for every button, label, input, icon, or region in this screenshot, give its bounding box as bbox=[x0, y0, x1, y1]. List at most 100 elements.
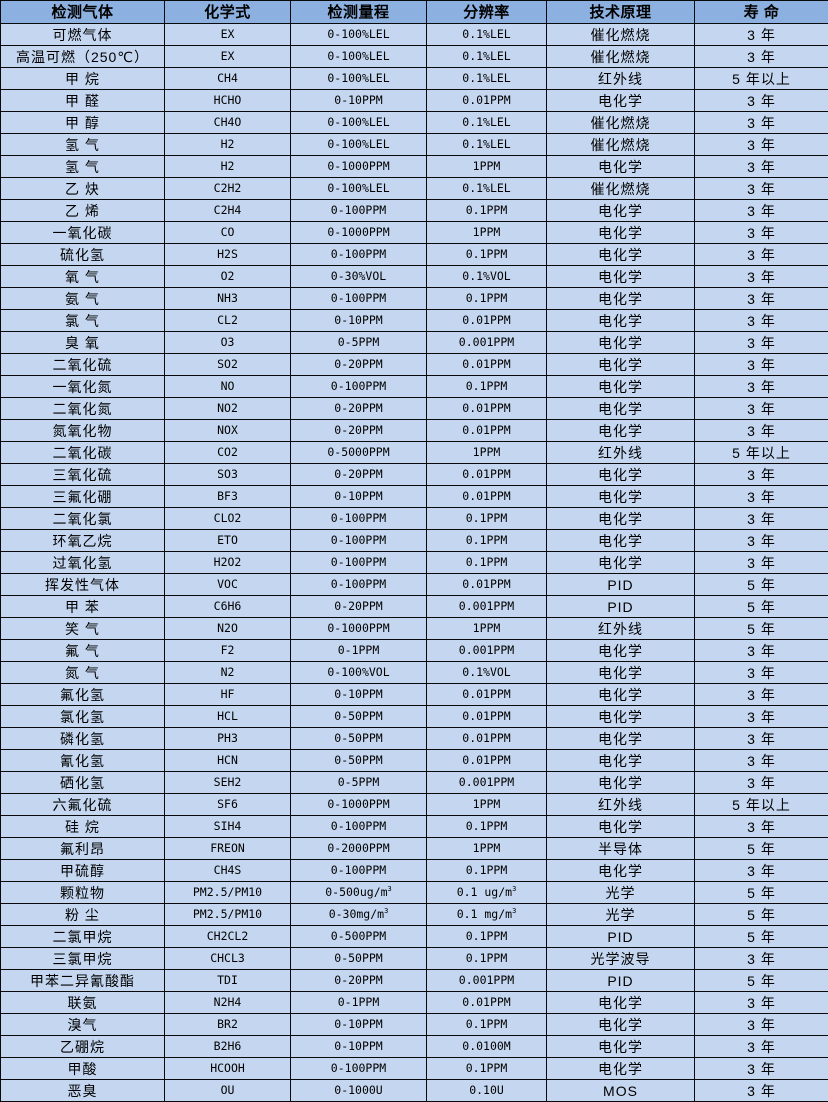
cell-life: 3 年 bbox=[695, 1058, 828, 1080]
cell-life: 3 年 bbox=[695, 464, 828, 486]
cell-principle: 电化学 bbox=[547, 640, 695, 662]
cell-range: 0-10PPM bbox=[291, 486, 427, 508]
cell-resolution: 0.1%LEL bbox=[427, 68, 547, 90]
cell-life: 3 年 bbox=[695, 90, 828, 112]
cell-principle: 电化学 bbox=[547, 332, 695, 354]
cell-formula: SO2 bbox=[165, 354, 291, 376]
cell-life: 5 年 bbox=[695, 926, 828, 948]
cell-formula: HCOOH bbox=[165, 1058, 291, 1080]
cell-principle: 电化学 bbox=[547, 706, 695, 728]
cell-formula: HCL bbox=[165, 706, 291, 728]
cell-gas: 挥发性气体 bbox=[1, 574, 165, 596]
cell-range: 0-100PPM bbox=[291, 860, 427, 882]
cell-formula: EX bbox=[165, 24, 291, 46]
cell-resolution: 0.01PPM bbox=[427, 398, 547, 420]
cell-range: 0-2000PPM bbox=[291, 838, 427, 860]
cell-gas: 二氧化硫 bbox=[1, 354, 165, 376]
cell-resolution: 0.1 mg/m3 bbox=[427, 904, 547, 926]
cell-range: 0-10PPM bbox=[291, 310, 427, 332]
cell-resolution: 0.001PPM bbox=[427, 640, 547, 662]
cell-life: 5 年 bbox=[695, 882, 828, 904]
cell-resolution: 0.10U bbox=[427, 1080, 547, 1102]
cell-formula: F2 bbox=[165, 640, 291, 662]
cell-life: 3 年 bbox=[695, 992, 828, 1014]
cell-resolution: 0.001PPM bbox=[427, 772, 547, 794]
cell-principle: 催化燃烧 bbox=[547, 178, 695, 200]
cell-formula: O3 bbox=[165, 332, 291, 354]
cell-range: 0-50PPM bbox=[291, 750, 427, 772]
cell-resolution: 0.01PPM bbox=[427, 90, 547, 112]
cell-life: 3 年 bbox=[695, 508, 828, 530]
cell-range: 0-1000U bbox=[291, 1080, 427, 1102]
cell-resolution: 0.001PPM bbox=[427, 596, 547, 618]
cell-range: 0-100PPM bbox=[291, 244, 427, 266]
cell-life: 3 年 bbox=[695, 244, 828, 266]
cell-gas: 二氧化氯 bbox=[1, 508, 165, 530]
cell-range: 0-10PPM bbox=[291, 1014, 427, 1036]
cell-principle: 电化学 bbox=[547, 464, 695, 486]
cell-formula: NO2 bbox=[165, 398, 291, 420]
cell-resolution: 0.1PPM bbox=[427, 508, 547, 530]
cell-life: 3 年 bbox=[695, 1080, 828, 1102]
cell-resolution: 1PPM bbox=[427, 222, 547, 244]
cell-resolution: 0.1PPM bbox=[427, 376, 547, 398]
cell-resolution: 0.01PPM bbox=[427, 574, 547, 596]
cell-formula: C2H2 bbox=[165, 178, 291, 200]
cell-resolution: 0.1PPM bbox=[427, 288, 547, 310]
cell-gas: 氧 气 bbox=[1, 266, 165, 288]
cell-gas: 氮 气 bbox=[1, 662, 165, 684]
cell-principle: 电化学 bbox=[547, 684, 695, 706]
cell-range: 0-100PPM bbox=[291, 288, 427, 310]
cell-formula: HCHO bbox=[165, 90, 291, 112]
cell-range: 0-20PPM bbox=[291, 596, 427, 618]
cell-formula: PM2.5/PM10 bbox=[165, 882, 291, 904]
cell-principle: 催化燃烧 bbox=[547, 24, 695, 46]
cell-life: 3 年 bbox=[695, 112, 828, 134]
cell-life: 3 年 bbox=[695, 640, 828, 662]
cell-formula: SF6 bbox=[165, 794, 291, 816]
cell-principle: 电化学 bbox=[547, 486, 695, 508]
cell-gas: 甲 苯 bbox=[1, 596, 165, 618]
cell-range: 0-100%LEL bbox=[291, 178, 427, 200]
cell-life: 3 年 bbox=[695, 530, 828, 552]
cell-resolution: 0.1%LEL bbox=[427, 178, 547, 200]
cell-life: 3 年 bbox=[695, 288, 828, 310]
cell-formula: PM2.5/PM10 bbox=[165, 904, 291, 926]
cell-resolution: 0.01PPM bbox=[427, 684, 547, 706]
cell-principle: MOS bbox=[547, 1080, 695, 1102]
cell-gas: 笑 气 bbox=[1, 618, 165, 640]
cell-formula: H2 bbox=[165, 156, 291, 178]
cell-principle: 光学 bbox=[547, 904, 695, 926]
cell-life: 3 年 bbox=[695, 332, 828, 354]
cell-range: 0-5PPM bbox=[291, 332, 427, 354]
cell-range: 0-100%LEL bbox=[291, 68, 427, 90]
cell-gas: 可燃气体 bbox=[1, 24, 165, 46]
cell-range: 0-10PPM bbox=[291, 90, 427, 112]
cell-life: 5 年以上 bbox=[695, 68, 828, 90]
cell-formula: CO bbox=[165, 222, 291, 244]
cell-resolution: 0.1%LEL bbox=[427, 134, 547, 156]
cell-principle: 电化学 bbox=[547, 552, 695, 574]
cell-gas: 硫化氢 bbox=[1, 244, 165, 266]
column-header-principle: 技术原理 bbox=[547, 1, 695, 24]
cell-principle: PID bbox=[547, 926, 695, 948]
cell-formula: H2S bbox=[165, 244, 291, 266]
cell-life: 3 年 bbox=[695, 222, 828, 244]
cell-life: 5 年 bbox=[695, 970, 828, 992]
cell-principle: 催化燃烧 bbox=[547, 46, 695, 68]
cell-life: 5 年 bbox=[695, 596, 828, 618]
cell-range: 0-1PPM bbox=[291, 992, 427, 1014]
cell-formula: C6H6 bbox=[165, 596, 291, 618]
